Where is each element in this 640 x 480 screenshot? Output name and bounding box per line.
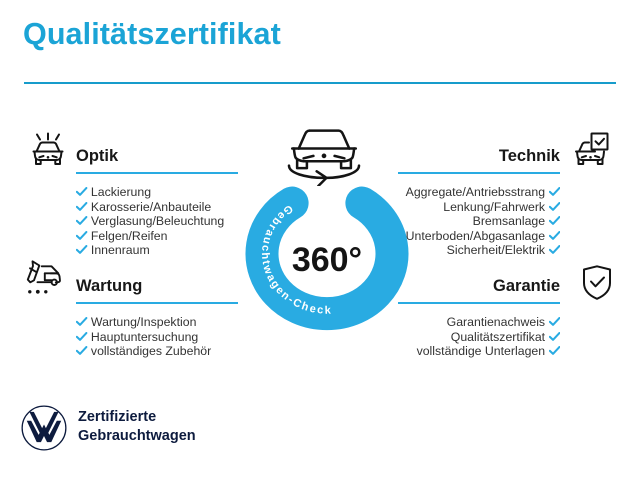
svg-text:360°: 360° xyxy=(292,241,362,279)
